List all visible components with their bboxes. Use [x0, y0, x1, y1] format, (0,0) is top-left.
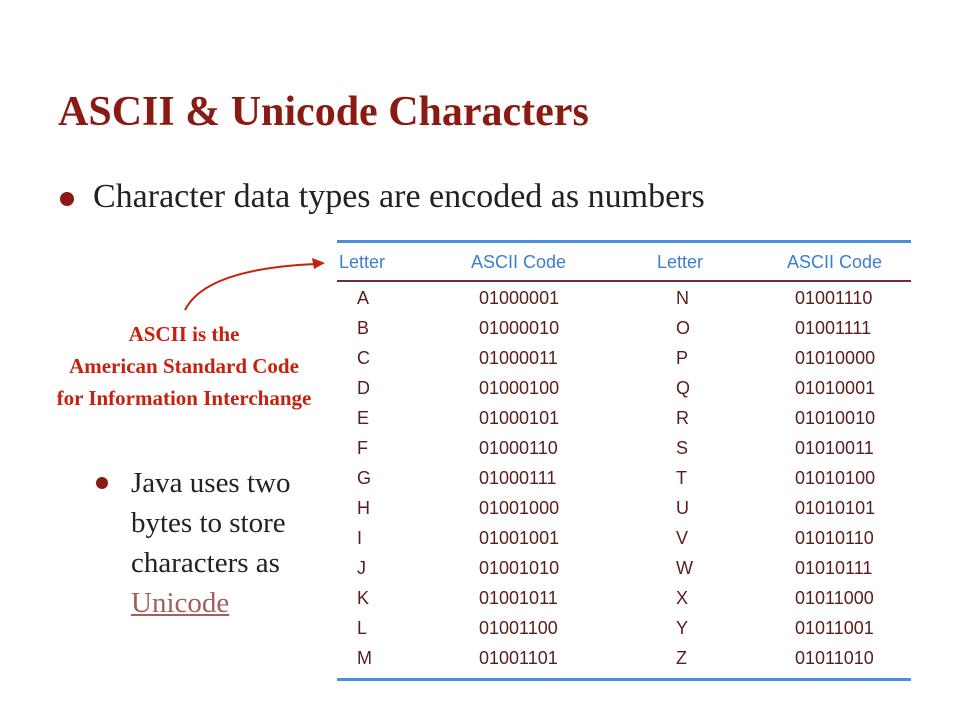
table-cell: A: [357, 288, 370, 308]
bullet-text: Character data types are encoded as numb…: [93, 178, 705, 215]
table-cell: I: [357, 528, 363, 548]
table-cell: 01001011: [479, 588, 558, 608]
table-cell: 01010101: [795, 498, 876, 518]
header-cell: Letter: [339, 252, 386, 272]
table-row: H 01001000 U 01010101: [337, 494, 911, 524]
table-cell: 01000110: [479, 438, 558, 458]
note-line: for Information Interchange: [56, 386, 312, 410]
table-cell: U: [676, 498, 689, 518]
table-cell: G: [357, 468, 372, 488]
slide-title: ASCII & Unicode Characters: [58, 89, 589, 135]
table-cell: B: [357, 318, 370, 338]
table-cell: D: [357, 378, 370, 398]
table-row: E 01000101 R 01010010: [337, 404, 911, 434]
note-line: American Standard Code: [69, 354, 299, 378]
bullet-dot-icon: [60, 192, 74, 206]
table-header: Letter ASCII Code Letter ASCII Code: [337, 243, 911, 282]
table-row: G 01000111 T 01010100: [337, 464, 911, 494]
header-cell: ASCII Code: [471, 252, 567, 272]
table-cell: 01010100: [795, 468, 876, 488]
table-cell: V: [676, 528, 689, 548]
table-cell: 01000010: [479, 318, 560, 338]
header-cell: ASCII Code: [787, 252, 883, 272]
table-cell: 01010111: [795, 558, 873, 578]
table-cell: 01001111: [795, 318, 872, 338]
table-bottom-rule: [337, 678, 911, 681]
table-cell: 01011000: [795, 588, 874, 608]
table-row: D 01000100 Q 01010001: [337, 374, 911, 404]
table-cell: P: [676, 348, 689, 368]
table-cell: 01001110: [795, 288, 873, 308]
table-cell: W: [676, 558, 693, 578]
table-cell: 01000100: [479, 378, 560, 398]
table-cell: 01011001: [795, 618, 874, 638]
table-cell: E: [357, 408, 370, 428]
table-cell: 01010011: [795, 438, 874, 458]
table-row: I 01001001 V 01010110: [337, 524, 911, 554]
table-row: B 01000010 O 01001111: [337, 314, 911, 344]
table-cell: 01000101: [479, 408, 560, 428]
table-row: K 01001011 X 01011000: [337, 584, 911, 614]
table-cell: O: [676, 318, 691, 338]
bullet-dot-icon: [96, 477, 108, 489]
table-cell: 01000001: [479, 288, 560, 308]
bullet-text-java: Java uses two bytes to store characters …: [131, 463, 331, 623]
table-row: M 01001101 Z 01011010: [337, 644, 911, 674]
table-cell: 01001100: [479, 618, 558, 638]
table-cell: J: [357, 558, 366, 578]
table-row: A 01000001 N 01001110: [337, 284, 911, 314]
table-cell: 01010001: [795, 378, 876, 398]
table-cell: Q: [676, 378, 691, 398]
ascii-note: ASCII is the American Standard Code for …: [14, 318, 354, 414]
table-cell: 01010110: [795, 528, 874, 548]
table-cell: K: [357, 588, 370, 608]
table-cell: 01010010: [795, 408, 876, 428]
table-cell: 01010000: [795, 348, 876, 368]
table-row: L 01001100 Y 01011001: [337, 614, 911, 644]
table-cell: 01001101: [479, 648, 558, 668]
table-row: F 01000110 S 01010011: [337, 434, 911, 464]
header-cell: Letter: [657, 252, 704, 272]
note-line: ASCII is the: [128, 322, 240, 346]
table-top-rule: [337, 240, 911, 243]
table-cell: L: [357, 618, 368, 638]
table-cell: F: [357, 438, 368, 458]
table-row: J 01001010 W 01010111: [337, 554, 911, 584]
table-cell: 01000011: [479, 348, 558, 368]
table-cell: 01000111: [479, 468, 557, 488]
table-cell: 01001001: [479, 528, 560, 548]
unicode-link[interactable]: Unicode: [131, 587, 230, 619]
table-cell: C: [357, 348, 370, 368]
table-cell: R: [676, 408, 689, 428]
table-cell: Z: [676, 648, 687, 668]
table-cell: Y: [676, 618, 689, 638]
table-row: C 01000011 P 01010000: [337, 344, 911, 374]
table-cell: 01001000: [479, 498, 560, 518]
ascii-table: Letter ASCII Code Letter ASCII Code A 010…: [337, 240, 911, 681]
table-cell: 01001010: [479, 558, 560, 578]
table-cell: X: [676, 588, 689, 608]
table-cell: M: [357, 648, 372, 668]
table-cell: T: [676, 468, 687, 488]
bullet-text: Java uses two bytes to store characters …: [131, 467, 291, 579]
table-cell: N: [676, 288, 689, 308]
arrow-icon: [184, 258, 325, 311]
table-cell: 01011010: [795, 648, 874, 668]
table-cell: H: [357, 498, 370, 518]
table-cell: S: [676, 438, 689, 458]
